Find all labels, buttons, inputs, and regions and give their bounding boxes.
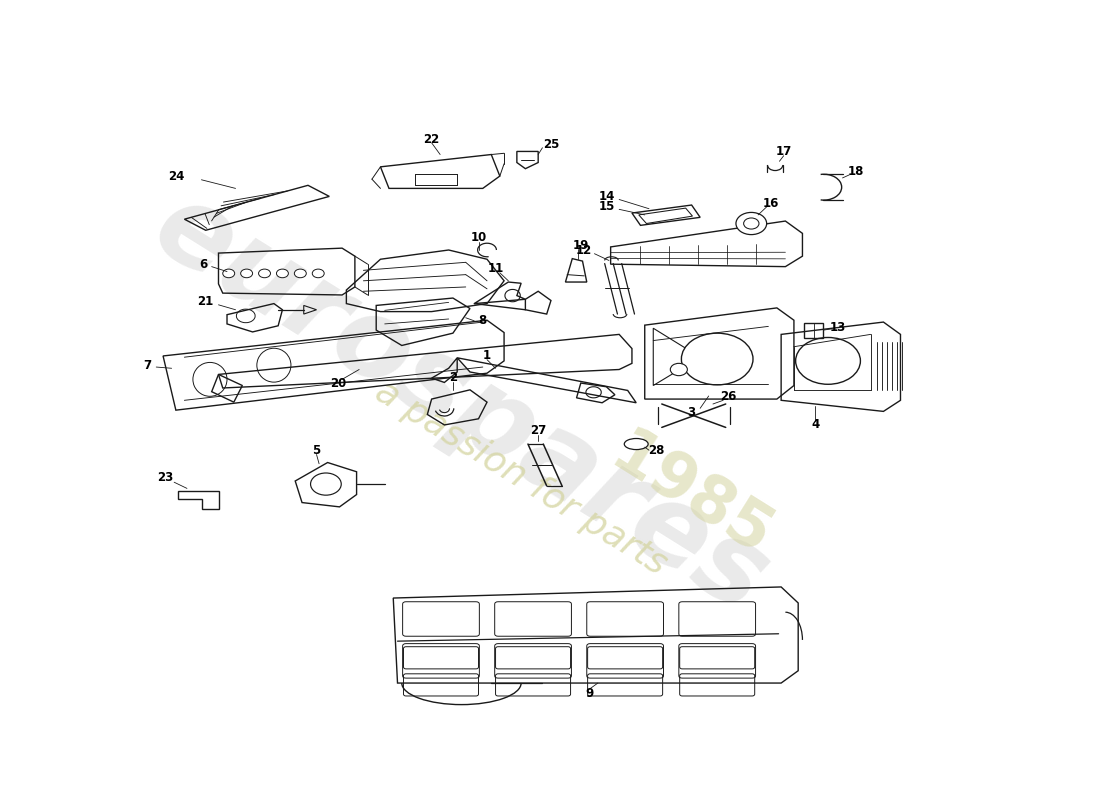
Text: 11: 11 [487,262,504,275]
Text: 10: 10 [471,231,486,244]
Text: 22: 22 [424,133,440,146]
Text: 7: 7 [144,358,152,372]
Text: 8: 8 [478,314,487,327]
Text: 20: 20 [330,377,346,390]
Text: 9: 9 [585,687,594,700]
Text: 14: 14 [598,190,615,203]
Text: 23: 23 [157,471,174,485]
Text: 6: 6 [199,258,207,270]
Circle shape [295,269,306,278]
Text: 1985: 1985 [600,423,783,570]
Ellipse shape [625,438,648,450]
Text: 25: 25 [542,138,559,150]
Circle shape [276,269,288,278]
Circle shape [310,473,341,495]
Text: 28: 28 [648,444,664,457]
Circle shape [670,363,688,376]
Text: 13: 13 [830,321,846,334]
Text: a passion for parts: a passion for parts [370,374,673,582]
Text: 16: 16 [762,198,779,210]
Circle shape [241,269,253,278]
Text: 18: 18 [848,166,865,178]
Text: 24: 24 [167,170,184,182]
Text: 21: 21 [198,294,213,308]
Text: 5: 5 [312,444,321,457]
Text: 26: 26 [720,390,737,403]
Text: 1: 1 [483,350,491,362]
Circle shape [795,338,860,384]
Text: 3: 3 [688,406,695,419]
Text: 17: 17 [776,145,792,158]
Text: 15: 15 [598,200,615,214]
Text: 2: 2 [449,371,456,384]
Text: 4: 4 [811,418,819,431]
Circle shape [312,269,324,278]
Text: 27: 27 [530,424,547,437]
Text: 19: 19 [573,238,588,251]
Circle shape [222,269,234,278]
Circle shape [744,218,759,229]
Circle shape [258,269,271,278]
Text: 12: 12 [575,243,592,257]
Text: eurospares: eurospares [135,173,788,635]
Circle shape [681,333,754,385]
Circle shape [736,213,767,234]
